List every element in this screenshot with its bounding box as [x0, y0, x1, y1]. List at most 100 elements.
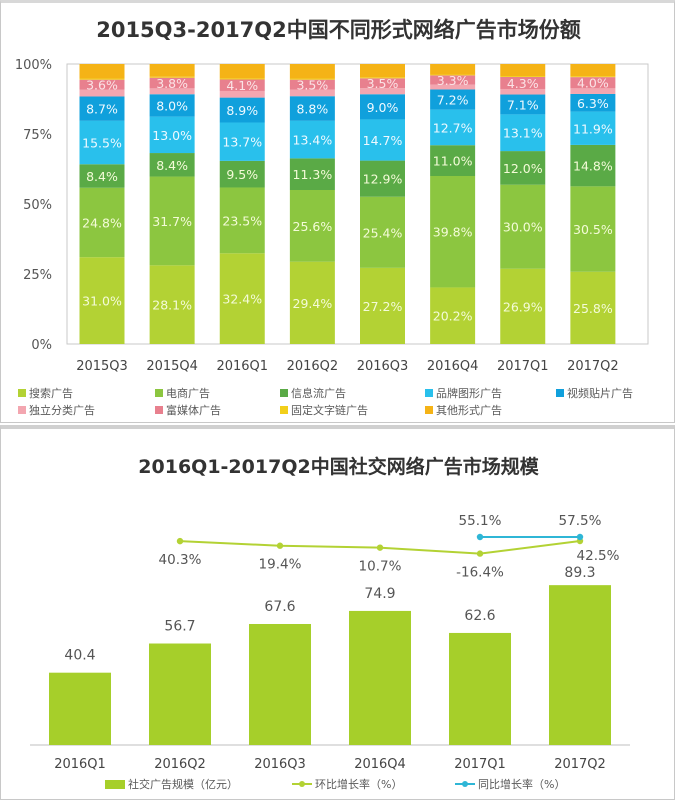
bar-segment [289, 89, 335, 97]
bar-segment [219, 97, 265, 123]
bar-segment [430, 74, 476, 76]
bar-value-label: 56.7 [164, 619, 195, 635]
bar-segment [360, 88, 405, 95]
bar-value-label: 74.9 [364, 586, 395, 602]
chart-title-market-share: 2015Q3-2017Q2中国不同形式网络广告市场份额 [96, 18, 581, 42]
data-label: 24.8% [82, 215, 122, 230]
data-label: 15.5% [82, 136, 122, 151]
x-tick-label: 2015Q3 [76, 359, 128, 374]
bar-segment [500, 114, 546, 152]
bar-segment [79, 120, 125, 165]
bar [249, 623, 311, 745]
legend-label: 信息流广告 [291, 387, 346, 400]
bar-segment [149, 94, 195, 117]
data-label: 3.3% [437, 73, 469, 88]
bar-segment [149, 76, 195, 78]
bar-segment [219, 253, 265, 344]
data-label: 25.4% [363, 225, 403, 240]
legend-swatch-icon [155, 406, 163, 414]
data-label: 29.4% [293, 296, 333, 311]
bar-segment [219, 187, 265, 254]
data-label: 13.7% [222, 135, 262, 150]
bar-segment [149, 77, 195, 89]
x-tick-label: 2017Q1 [454, 757, 506, 772]
bar-value-label: 67.6 [264, 599, 295, 615]
bar-segment [219, 64, 265, 79]
bar-segment [430, 287, 476, 344]
data-label: 13.0% [152, 128, 192, 143]
legend-item: 信息流广告 [280, 385, 346, 401]
bar-segment [430, 145, 476, 176]
bar-segment [500, 76, 546, 77]
line-value-label: 10.7% [359, 559, 402, 575]
bar-segment [289, 120, 335, 159]
y-tick-label: 75% [23, 128, 52, 143]
bar-segment [149, 88, 195, 95]
bar-segment [500, 88, 546, 95]
data-label: 7.2% [437, 93, 469, 108]
data-label: 3.8% [156, 76, 188, 91]
bar [349, 610, 411, 745]
legend-item: 其他形式广告 [425, 402, 502, 418]
bar-segment [360, 196, 405, 268]
legend-swatch-icon [425, 389, 433, 397]
bar-segment [149, 153, 195, 177]
bar [49, 672, 111, 745]
bar-segment [289, 79, 335, 90]
bar-segment [430, 75, 476, 85]
bar-segment [500, 184, 546, 269]
data-label: 13.4% [293, 133, 333, 148]
data-label: 3.5% [367, 76, 399, 91]
data-label: 3.5% [296, 78, 328, 93]
legend-label: 搜索广告 [29, 387, 73, 400]
data-label: 8.4% [156, 158, 188, 173]
legend-label: 视频贴片广告 [567, 387, 633, 400]
bar-segment [570, 93, 616, 112]
data-label: 9.5% [226, 167, 258, 182]
bar-segment [570, 144, 616, 187]
data-label: 25.8% [573, 301, 613, 316]
legend-swatch-icon [18, 406, 26, 414]
bar-segment [360, 267, 405, 344]
bar-segment [79, 164, 125, 188]
legend-item: 富媒体广告 [155, 402, 221, 418]
y-tick-label: 0% [31, 338, 52, 353]
bar-segment [570, 271, 616, 344]
legend-label: 社交广告规模（亿元） [128, 778, 238, 791]
legend-swatch-icon [18, 389, 26, 397]
legend-item: 环比增长率（%） [292, 776, 402, 792]
data-label: 12.7% [433, 120, 473, 135]
line-marker [276, 542, 284, 549]
bar-segment [219, 90, 265, 98]
line-marker [476, 533, 484, 541]
legend-swatch-icon [280, 389, 288, 397]
data-label: 11.0% [433, 154, 473, 169]
legend-item: 同比增长率（%） [455, 776, 565, 792]
plot-area-frame [66, 63, 649, 345]
bar-segment [500, 76, 546, 89]
bar-segment [289, 261, 335, 344]
legend-label: 电商广告 [166, 387, 210, 400]
bar-segment [79, 96, 125, 121]
bar-segment [360, 78, 405, 89]
data-label: 14.8% [573, 159, 613, 174]
data-label: 23.5% [222, 213, 262, 228]
bar-segment [79, 187, 125, 258]
x-tick-label: 2017Q1 [497, 359, 549, 374]
legend-label: 独立分类广告 [29, 404, 95, 417]
chart-title-social-ad-scale: 2016Q1-2017Q2中国社交网络广告市场规模 [138, 456, 539, 478]
legend-item: 搜索广告 [18, 385, 73, 401]
bar-segment [289, 96, 335, 121]
line-value-label: 57.5% [559, 513, 602, 529]
legend-label: 其他形式广告 [436, 404, 502, 417]
data-label: 39.8% [433, 225, 473, 240]
legend-line-marker-icon [292, 781, 312, 787]
bar-segment [79, 78, 125, 80]
bar-segment [570, 111, 616, 145]
data-label: 20.2% [433, 309, 473, 324]
line-value-label: 19.4% [259, 557, 302, 573]
line-value-label: 40.3% [159, 552, 202, 568]
bar [549, 585, 611, 745]
data-label: 32.4% [222, 292, 262, 307]
data-label: 11.3% [293, 167, 333, 182]
